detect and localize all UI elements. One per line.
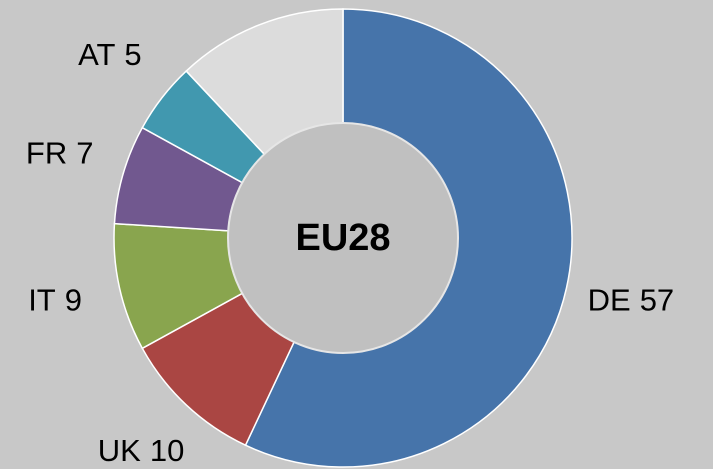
value-label: 9	[65, 283, 82, 318]
slice-label: IT 9	[28, 283, 82, 318]
value-label: 5	[124, 37, 141, 72]
slice-label: UK 10	[98, 433, 185, 468]
category-label: FR	[26, 136, 67, 171]
value-label: 10	[150, 433, 184, 468]
slice-label: FR 7	[26, 136, 94, 171]
category-label: AT	[78, 37, 115, 72]
category-label: UK	[98, 433, 141, 468]
labels: DE 57 UK 10 IT 9 FR 7 AT 5	[26, 37, 674, 468]
donut-hole	[227, 122, 459, 354]
category-label: IT	[28, 283, 56, 318]
value-label: 7	[76, 136, 93, 171]
category-label: DE	[588, 283, 631, 318]
slice-label: AT 5	[78, 37, 142, 72]
center-label: EU28	[295, 217, 390, 259]
slice-label: DE 57	[588, 283, 675, 318]
value-label: 57	[640, 283, 674, 318]
